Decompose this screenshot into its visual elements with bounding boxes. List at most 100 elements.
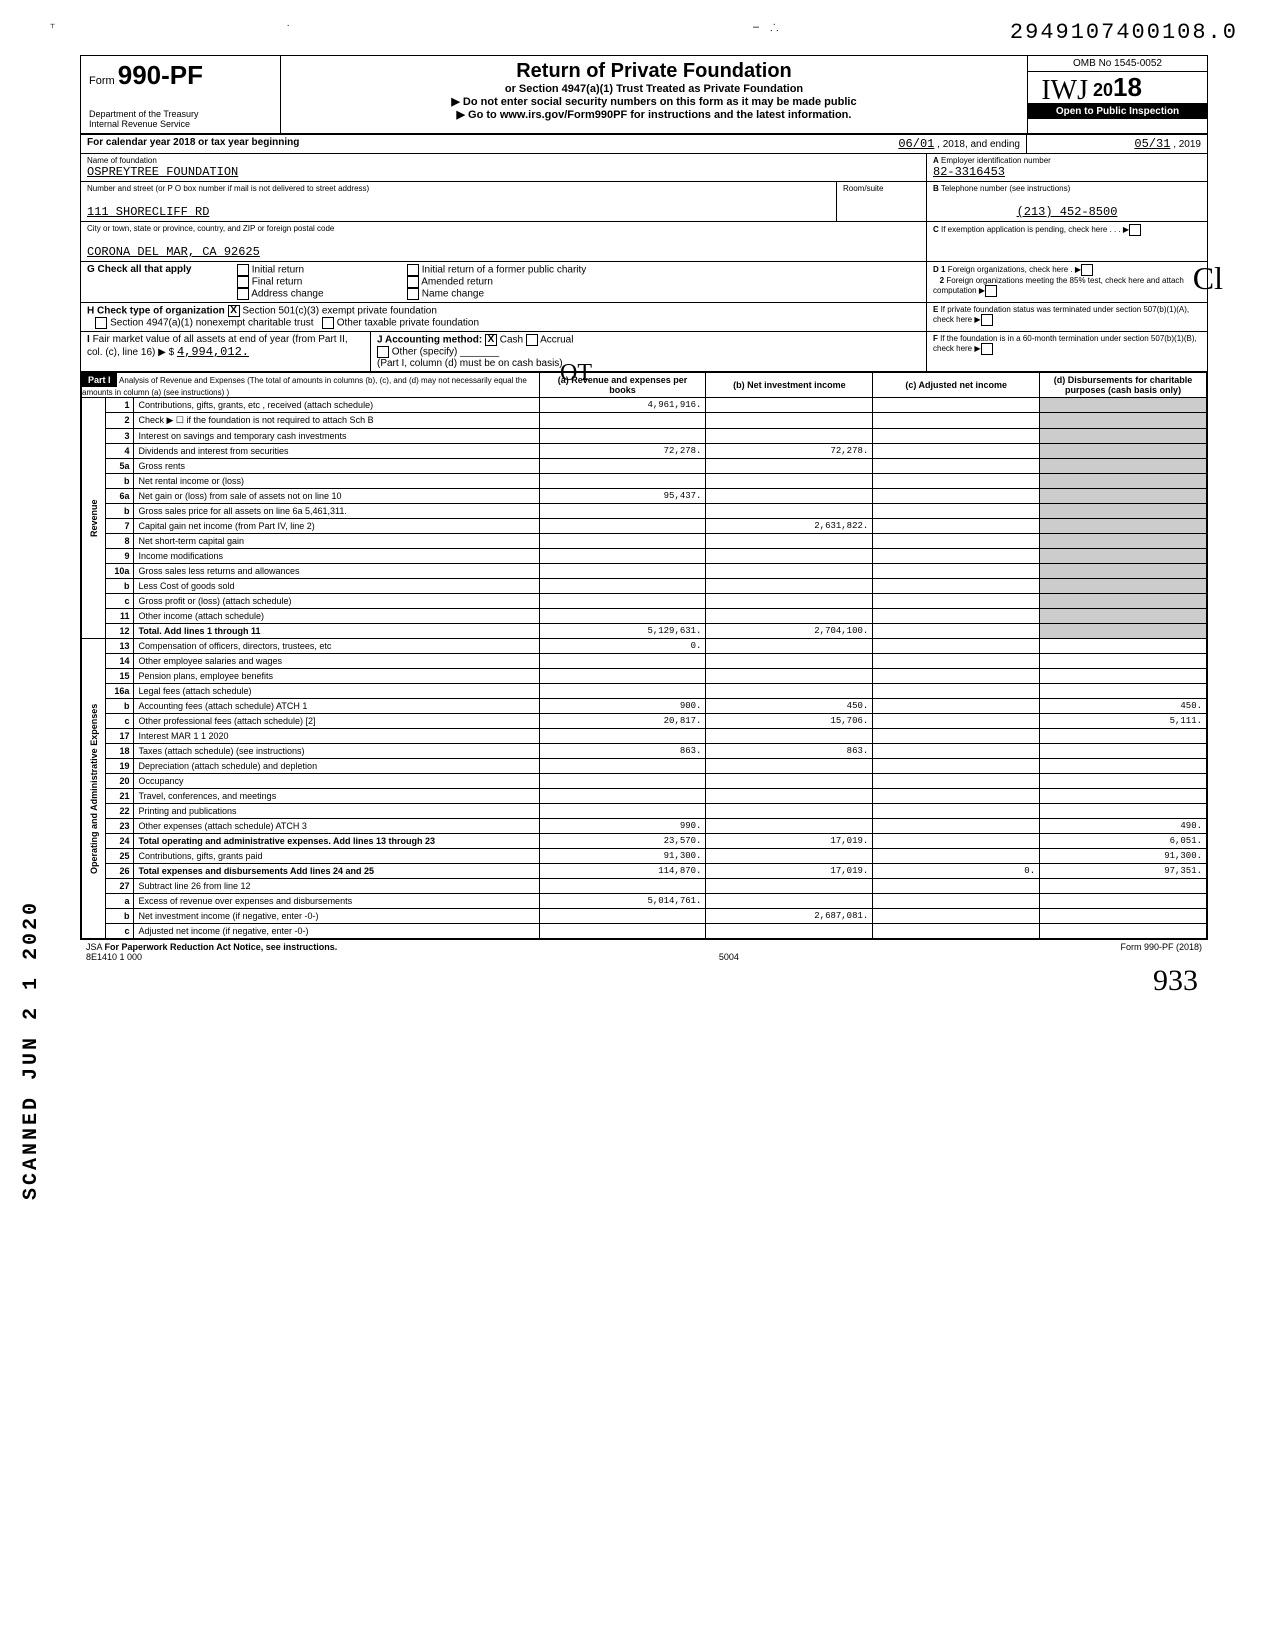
amount-cell[interactable]	[873, 924, 1040, 939]
amount-cell[interactable]: 91,300.	[539, 849, 706, 864]
amount-cell[interactable]	[1040, 759, 1207, 774]
amount-cell[interactable]	[706, 549, 873, 564]
amount-cell[interactable]: 6,051.	[1040, 834, 1207, 849]
amount-cell[interactable]	[1040, 534, 1207, 549]
amount-cell[interactable]: 2,704,100.	[706, 624, 873, 639]
amount-cell[interactable]	[706, 504, 873, 519]
amount-cell[interactable]	[539, 774, 706, 789]
amount-cell[interactable]	[539, 654, 706, 669]
amount-cell[interactable]	[873, 654, 1040, 669]
h-other-checkbox[interactable]	[322, 317, 334, 329]
amount-cell[interactable]	[706, 489, 873, 504]
amount-cell[interactable]	[539, 594, 706, 609]
amount-cell[interactable]	[873, 534, 1040, 549]
amount-cell[interactable]	[873, 669, 1040, 684]
j-accrual-checkbox[interactable]	[526, 334, 538, 346]
amount-cell[interactable]	[1040, 444, 1207, 459]
amount-cell[interactable]: 490.	[1040, 819, 1207, 834]
amount-cell[interactable]	[539, 909, 706, 924]
amount-cell[interactable]	[873, 849, 1040, 864]
amount-cell[interactable]	[1040, 624, 1207, 639]
amount-cell[interactable]: 5,129,631.	[539, 624, 706, 639]
amount-cell[interactable]	[706, 849, 873, 864]
amount-cell[interactable]	[539, 549, 706, 564]
amount-cell[interactable]: 0.	[873, 864, 1040, 879]
f-checkbox[interactable]	[981, 343, 993, 355]
amount-cell[interactable]	[1040, 804, 1207, 819]
amount-cell[interactable]: 17,019.	[706, 864, 873, 879]
g-initial-checkbox[interactable]	[237, 264, 249, 276]
amount-cell[interactable]	[539, 564, 706, 579]
amount-cell[interactable]	[1040, 654, 1207, 669]
amount-cell[interactable]	[706, 774, 873, 789]
amount-cell[interactable]	[706, 654, 873, 669]
amount-cell[interactable]	[706, 819, 873, 834]
amount-cell[interactable]	[873, 413, 1040, 429]
h-4947-checkbox[interactable]	[95, 317, 107, 329]
amount-cell[interactable]: 72,278.	[706, 444, 873, 459]
amount-cell[interactable]	[873, 474, 1040, 489]
phone-value[interactable]: (213) 452-8500	[933, 205, 1201, 219]
amount-cell[interactable]	[706, 759, 873, 774]
d2-checkbox[interactable]	[985, 285, 997, 297]
amount-cell[interactable]	[539, 413, 706, 429]
amount-cell[interactable]	[1040, 789, 1207, 804]
amount-cell[interactable]: 2,631,822.	[706, 519, 873, 534]
g-amended-checkbox[interactable]	[407, 276, 419, 288]
amount-cell[interactable]	[1040, 398, 1207, 413]
amount-cell[interactable]	[1040, 519, 1207, 534]
amount-cell[interactable]: 15,706.	[706, 714, 873, 729]
amount-cell[interactable]	[873, 759, 1040, 774]
amount-cell[interactable]	[873, 774, 1040, 789]
amount-cell[interactable]	[1040, 909, 1207, 924]
amount-cell[interactable]	[1040, 549, 1207, 564]
amount-cell[interactable]	[539, 519, 706, 534]
amount-cell[interactable]	[706, 459, 873, 474]
amount-cell[interactable]	[873, 459, 1040, 474]
c-checkbox[interactable]	[1129, 224, 1141, 236]
amount-cell[interactable]	[873, 579, 1040, 594]
amount-cell[interactable]	[1040, 474, 1207, 489]
amount-cell[interactable]	[706, 789, 873, 804]
ein-value[interactable]: 82-3316453	[933, 165, 1201, 179]
amount-cell[interactable]	[706, 729, 873, 744]
j-other-checkbox[interactable]	[377, 346, 389, 358]
amount-cell[interactable]: 990.	[539, 819, 706, 834]
amount-cell[interactable]	[706, 924, 873, 939]
amount-cell[interactable]: 863.	[539, 744, 706, 759]
g-addr-checkbox[interactable]	[237, 288, 249, 300]
amount-cell[interactable]	[873, 564, 1040, 579]
amount-cell[interactable]	[873, 624, 1040, 639]
amount-cell[interactable]	[706, 879, 873, 894]
amount-cell[interactable]	[1040, 684, 1207, 699]
d1-checkbox[interactable]	[1081, 264, 1093, 276]
amount-cell[interactable]	[873, 519, 1040, 534]
amount-cell[interactable]: 114,870.	[539, 864, 706, 879]
amount-cell[interactable]	[539, 879, 706, 894]
amount-cell[interactable]	[539, 504, 706, 519]
amount-cell[interactable]: 20,817.	[539, 714, 706, 729]
amount-cell[interactable]: 72,278.	[539, 444, 706, 459]
amount-cell[interactable]	[873, 444, 1040, 459]
amount-cell[interactable]	[873, 609, 1040, 624]
begin-date[interactable]: 06/01	[898, 137, 934, 151]
amount-cell[interactable]	[539, 429, 706, 444]
amount-cell[interactable]	[1040, 459, 1207, 474]
amount-cell[interactable]	[539, 474, 706, 489]
amount-cell[interactable]	[1040, 744, 1207, 759]
amount-cell[interactable]	[873, 429, 1040, 444]
amount-cell[interactable]: 863.	[706, 744, 873, 759]
amount-cell[interactable]: 91,300.	[1040, 849, 1207, 864]
address-value[interactable]: 111 SHORECLIFF RD	[87, 205, 830, 219]
e-checkbox[interactable]	[981, 314, 993, 326]
amount-cell[interactable]: 5,111.	[1040, 714, 1207, 729]
fmv-value[interactable]: 4,994,012.	[177, 345, 249, 359]
amount-cell[interactable]	[539, 684, 706, 699]
amount-cell[interactable]: 23,570.	[539, 834, 706, 849]
amount-cell[interactable]	[1040, 413, 1207, 429]
amount-cell[interactable]	[873, 684, 1040, 699]
amount-cell[interactable]	[539, 804, 706, 819]
amount-cell[interactable]	[539, 669, 706, 684]
amount-cell[interactable]	[873, 894, 1040, 909]
amount-cell[interactable]	[539, 459, 706, 474]
